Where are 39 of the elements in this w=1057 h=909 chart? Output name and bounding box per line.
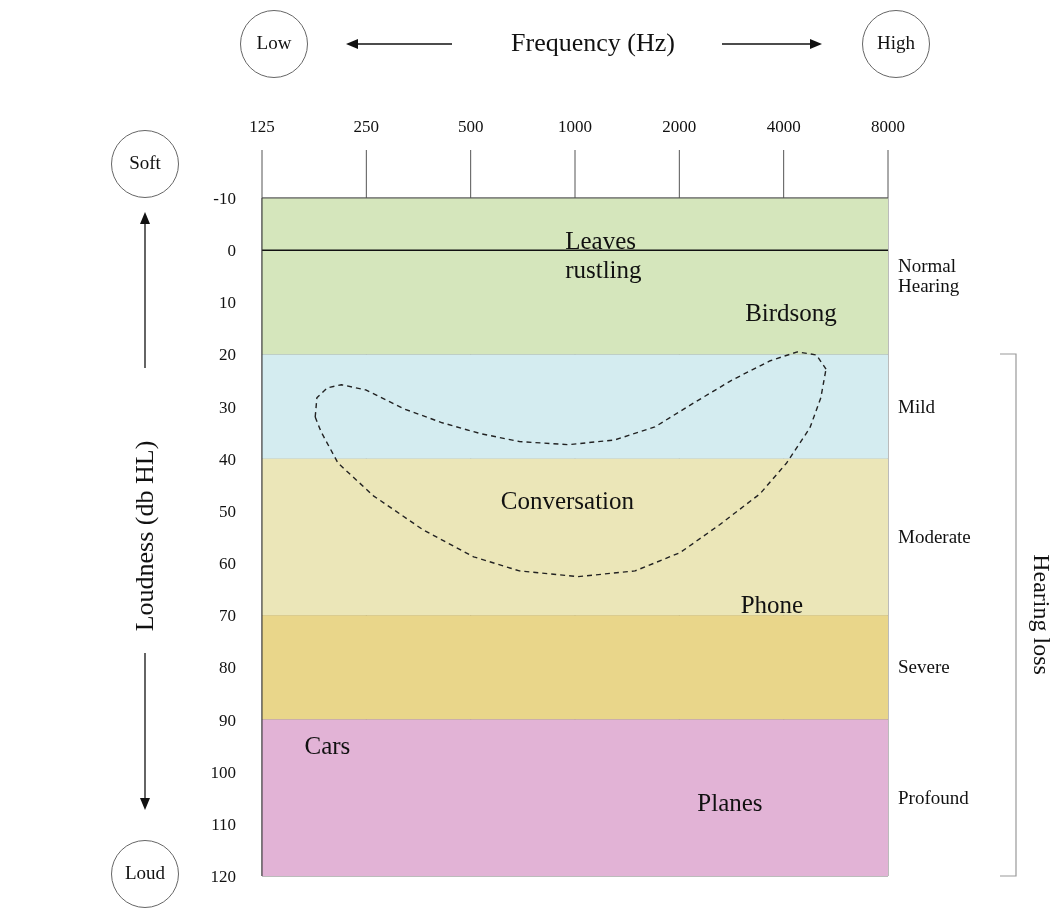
text: Loud [123, 862, 167, 884]
band-label: Moderate [898, 525, 972, 549]
y-tick-label: 0 [227, 241, 236, 261]
x-tick-label: 1000 [558, 117, 592, 136]
text: Soft [128, 152, 162, 174]
annotation: Birdsong [745, 298, 837, 328]
y-tick-label: 60 [219, 554, 236, 574]
y-tick-label: 40 [219, 449, 236, 469]
annotation: Planes [697, 788, 763, 818]
y-tick-label: 50 [219, 501, 236, 521]
annotation: Leaves rustling [565, 226, 643, 285]
y-tick-label: 20 [219, 345, 236, 365]
x-tick-label: 8000 [871, 117, 905, 136]
text: Hearing loss [1027, 553, 1055, 677]
band-label: Normal Hearing [898, 254, 961, 299]
annotation: Phone [740, 590, 804, 620]
annotation: Cars [304, 731, 351, 761]
text: Low [255, 32, 293, 54]
x-tick-label: 4000 [766, 117, 801, 136]
band-label: Severe [898, 655, 951, 680]
x-tick-label: 125 [249, 117, 275, 136]
x-tick-label: 2000 [662, 117, 697, 136]
y-tick-label: 10 [219, 293, 236, 313]
y-tick-label: 90 [219, 710, 236, 730]
band-label: Mild [898, 394, 936, 419]
x-tick-label: 250 [353, 117, 380, 136]
y-tick-label: 70 [219, 606, 236, 626]
y-tick-label: 30 [219, 397, 236, 417]
y-tick-label: -10 [213, 189, 236, 209]
annotation: Conversation [500, 486, 635, 515]
y-tick-label: 110 [211, 814, 236, 834]
text: High [876, 32, 916, 54]
x-tick-label: 500 [457, 117, 484, 136]
y-tick-label: 80 [219, 658, 236, 678]
y-tick-label: 100 [210, 762, 236, 782]
y-axis-title: Loudness (db HL) [130, 439, 160, 634]
chart-title: Frequency (Hz) [510, 28, 676, 58]
y-tick-label: 120 [210, 867, 236, 887]
band-label: Profound [898, 785, 970, 810]
